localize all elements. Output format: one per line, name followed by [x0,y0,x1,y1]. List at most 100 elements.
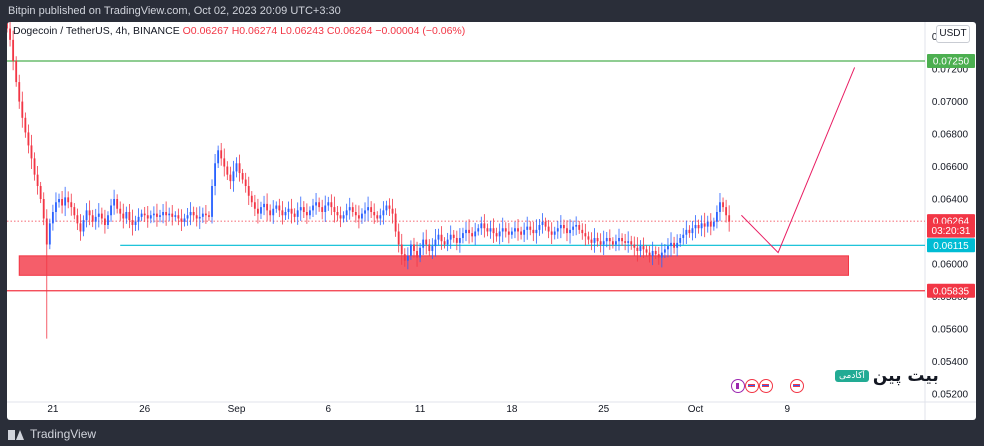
candle-body [688,229,691,234]
candle-body [719,202,721,212]
candle-body [305,212,308,216]
candle-body [238,163,241,174]
price-chart[interactable]: 0.074000.072000.070000.068000.066000.064… [7,22,976,420]
candle-body [64,197,67,206]
chart-panel[interactable]: 0.074000.072000.070000.068000.066000.064… [7,22,976,420]
candle-body [489,228,492,232]
candle-body [480,223,483,229]
news-event-icon[interactable] [731,379,745,393]
candle-body [18,82,21,102]
us-event-icon[interactable] [745,379,759,393]
candle-body [599,241,602,245]
candle-body [342,215,345,219]
candle-body [703,223,706,227]
candle-body [431,246,434,251]
candle-body [465,229,467,234]
candle-body [165,212,168,216]
candle-body [388,205,391,209]
candle-body [318,202,321,208]
candle-body [275,205,278,209]
footer-brand[interactable]: TradingView [30,427,97,441]
currency-button[interactable]: USDT [936,25,970,43]
candle-body [370,207,373,212]
candle-body [462,233,464,238]
candle-body [241,173,244,180]
candle-body [266,203,269,211]
candle-body [550,231,553,235]
candle-body [7,22,8,29]
price-axis-label: 0.07250 [933,56,970,67]
candle-body [645,249,648,253]
candle-body [553,231,556,235]
candle-body [679,237,682,243]
candle-body [379,215,382,219]
candle-body [627,241,630,243]
footer-bar: TradingView [0,423,984,446]
candle-body [192,212,195,216]
candle-body [186,215,189,219]
candle-body [700,223,703,229]
price-axis-label-bg [927,53,975,68]
x-tick-label: 25 [598,404,610,415]
candle-body [483,223,486,229]
us-event-icon[interactable] [759,379,773,393]
candle-body [88,210,91,216]
candle-body [507,231,510,235]
candle-body [104,218,106,225]
candle-body [584,233,587,237]
candle-body [357,215,360,219]
candle-body [171,213,174,217]
candle-body [39,186,42,200]
candle-body [189,212,192,216]
candle-body [547,226,550,232]
watermark-badge: آکادمی [835,370,869,382]
y-tick-label: 0.05600 [932,324,969,335]
candle-body [177,215,180,219]
candle-body [474,231,477,237]
candle-body [722,202,724,208]
candle-body [290,208,293,214]
y-tick-label: 0.07200 [932,65,969,76]
candle-body [278,205,281,211]
candle-body [315,202,317,206]
candle-body [667,246,669,250]
candle-body [569,229,571,234]
candle-body [458,237,461,243]
candle-body [330,202,333,208]
candle-body [131,220,134,225]
candle-body [413,244,415,251]
candle-body [229,174,232,182]
candle-body [694,224,697,229]
candle-body [559,224,562,229]
candle-body [61,199,63,206]
candle-body [263,203,265,208]
candle-body [486,228,489,232]
candle-body [440,234,443,242]
candle-body [602,241,605,245]
candle-body [676,242,679,248]
x-tick-label: 18 [506,404,518,415]
candle-body [630,241,633,245]
projection-path [741,67,856,254]
legend-low: L0.06243 [280,25,324,37]
x-tick-label: 11 [415,404,426,415]
candle-body [397,231,400,245]
legend-high: H0.06274 [231,25,278,37]
candle-body [572,226,575,230]
support-zone [18,255,850,276]
candle-body [437,234,440,240]
candle-body [116,199,119,209]
price-axis-label-bg [927,238,975,253]
candle-body [416,250,418,258]
us-event-icon[interactable] [790,379,804,393]
price-axis-label-bg [927,283,975,298]
x-tick-label: Oct [688,404,704,415]
price-axis-label: 0.05835 [933,286,970,297]
candle-body [198,216,201,219]
candle-body [30,145,33,159]
candle-body [538,224,541,230]
candle-body [250,195,253,203]
candle-body [498,231,501,237]
candle-body [73,207,76,216]
candle-body [636,247,639,251]
